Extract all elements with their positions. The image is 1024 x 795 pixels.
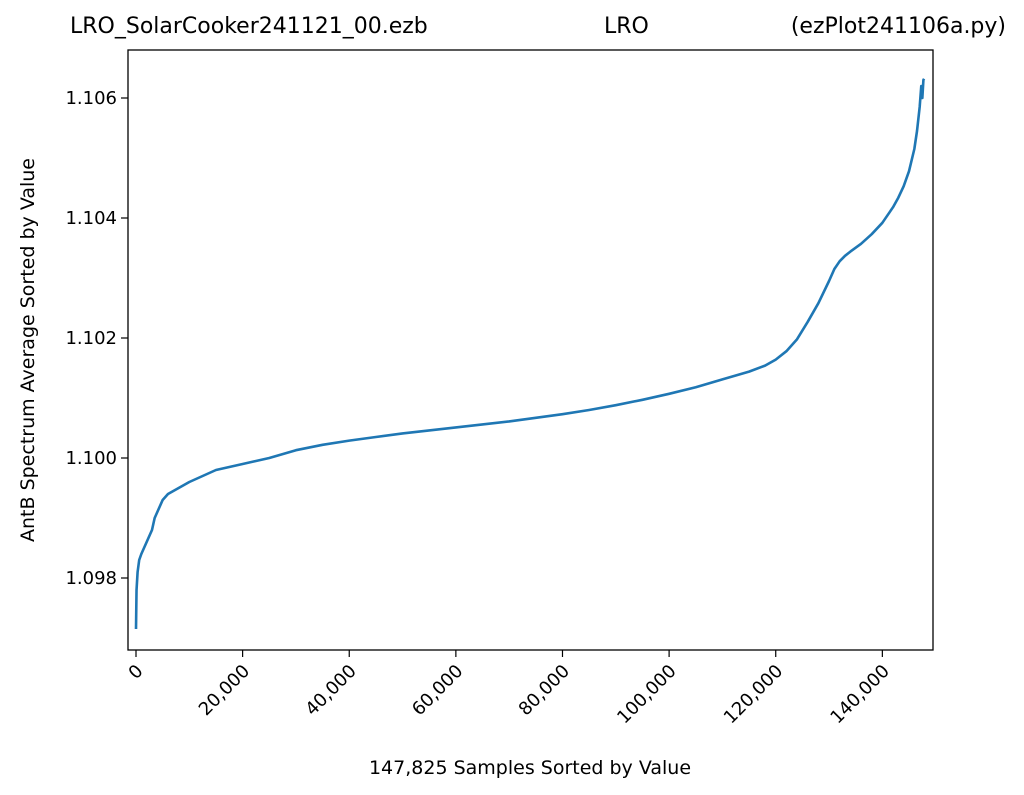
y-axis-label: AntB Spectrum Average Sorted by Value	[17, 158, 39, 542]
y-tick-label: 1.100	[65, 448, 117, 469]
chart-title-station: LRO	[604, 14, 649, 39]
series-line-0	[134, 78, 926, 630]
x-axis: 0 20,000 40,000 60,000 80,000 100,000 120,000 1…	[125, 650, 894, 728]
x-tick-label: 140,000	[826, 661, 893, 728]
x-axis-label: 147,825 Samples Sorted by Value	[369, 757, 691, 779]
chart-title-script: (ezPlot241106a.py)	[790, 14, 1006, 39]
y-tick-label: 1.104	[65, 208, 117, 229]
y-tick-label: 1.098	[65, 568, 117, 589]
chart-title-file: LRO_SolarCooker241121_00.ezb	[70, 14, 428, 39]
x-tick-label: 20,000	[195, 661, 254, 720]
plot-frame	[127, 49, 934, 651]
x-tick-label: 100,000	[613, 661, 680, 728]
x-tick-label: 120,000	[720, 661, 787, 728]
x-tick-label: 60,000	[408, 661, 467, 720]
x-tick-label: 0	[125, 661, 148, 684]
y-tick-label: 1.102	[65, 328, 117, 349]
x-tick-label: 80,000	[515, 661, 574, 720]
y-tick-label: 1.106	[65, 88, 117, 109]
plot-marks	[134, 78, 926, 630]
x-tick-label: 40,000	[301, 661, 360, 720]
y-axis: 1.098 1.100 1.102 1.104 1.106	[65, 88, 128, 589]
